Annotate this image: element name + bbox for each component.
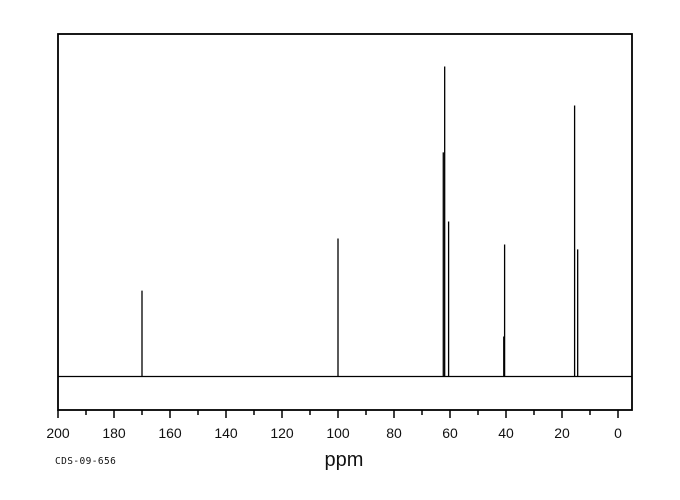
x-tick-label: 40: [498, 425, 514, 441]
x-tick-label: 160: [158, 425, 182, 441]
plot-frame: [57, 33, 633, 411]
x-tick-label: 0: [614, 425, 622, 441]
x-tick-label: 120: [270, 425, 294, 441]
spectrum-trace: [58, 66, 632, 378]
x-tick-label: 60: [442, 425, 458, 441]
x-tick-label: 20: [554, 425, 570, 441]
spectrum-trace-group: [58, 66, 632, 378]
x-axis-ticks: [57, 410, 619, 418]
x-tick-label: 180: [102, 425, 126, 441]
x-tick-label: 100: [326, 425, 350, 441]
sample-id-label: CDS-09-656: [55, 456, 116, 467]
x-tick-label: 140: [214, 425, 238, 441]
x-tick-label: 80: [386, 425, 402, 441]
x-tick-label: 200: [46, 425, 70, 441]
x-axis-tick-labels: 200 180 160 140 120 100 80 60 40 20 0: [46, 425, 622, 441]
x-axis-title: ppm: [325, 449, 364, 471]
